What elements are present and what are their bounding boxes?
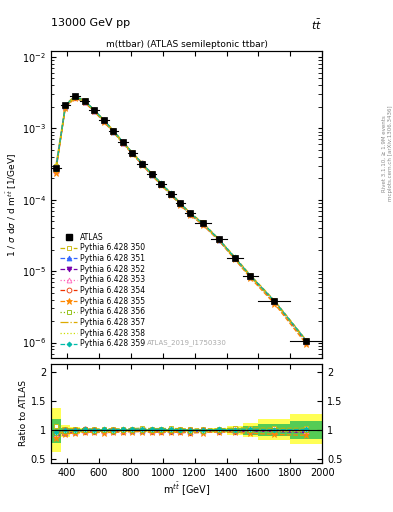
X-axis label: m$^{t\bar{t}}$ [GeV]: m$^{t\bar{t}}$ [GeV] xyxy=(163,481,210,498)
Y-axis label: Ratio to ATLAS: Ratio to ATLAS xyxy=(19,380,28,446)
Text: $t\bar{t}$: $t\bar{t}$ xyxy=(311,18,322,32)
Title: m(ttbar) (ATLAS semileptonic ttbar): m(ttbar) (ATLAS semileptonic ttbar) xyxy=(106,40,268,49)
Text: ATLAS_2019_I1750330: ATLAS_2019_I1750330 xyxy=(147,339,227,346)
Text: 13000 GeV pp: 13000 GeV pp xyxy=(51,18,130,28)
Y-axis label: 1 / $\sigma$ d$\sigma$ / d m$^{t\bar{t}}$ [1/GeV]: 1 / $\sigma$ d$\sigma$ / d m$^{t\bar{t}}… xyxy=(5,153,19,257)
Text: mcplots.cern.ch [arXiv:1306.3436]: mcplots.cern.ch [arXiv:1306.3436] xyxy=(387,106,393,201)
Text: Rivet 3.1.10, ≥ 1.9M events: Rivet 3.1.10, ≥ 1.9M events xyxy=(382,115,387,192)
Legend: ATLAS, Pythia 6.428 350, Pythia 6.428 351, Pythia 6.428 352, Pythia 6.428 353, P: ATLAS, Pythia 6.428 350, Pythia 6.428 35… xyxy=(61,232,145,349)
